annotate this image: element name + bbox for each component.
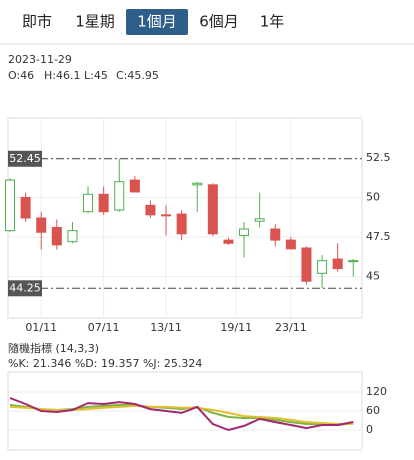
- candle-body: [317, 260, 328, 274]
- indicator-title: 隨機指標 (14,3,3): [8, 341, 99, 355]
- candle-body: [67, 230, 78, 243]
- y-tick-label: 47.5: [366, 230, 391, 243]
- tab-selected-bg: [126, 9, 188, 35]
- candle-body: [83, 193, 94, 213]
- ohlc: L:45: [84, 69, 108, 82]
- candle-body: [145, 204, 156, 216]
- candle-body: [223, 239, 234, 244]
- candle-body: [348, 260, 359, 263]
- date: 2023-11-29: [8, 53, 72, 66]
- level-label: 44.25: [9, 281, 41, 294]
- candle-body: [176, 213, 187, 235]
- candle-body: [51, 226, 62, 246]
- candle-body: [301, 247, 312, 282]
- indicator-line: [9, 404, 354, 426]
- x-tick-label: 13/11: [150, 321, 182, 334]
- x-tick-label: 07/11: [88, 321, 120, 334]
- candle-body: [207, 184, 218, 235]
- y-tick-label: 0: [366, 423, 373, 436]
- tab[interactable]: 即市: [22, 13, 52, 31]
- candle-body: [20, 196, 31, 219]
- candle-body: [114, 181, 125, 211]
- level-label-bg: [8, 150, 42, 167]
- candle-body: [5, 179, 16, 232]
- y-tick-label: 50: [366, 190, 380, 203]
- tab[interactable]: 1年: [260, 13, 285, 31]
- candle-body: [285, 239, 296, 250]
- candle-body: [270, 228, 281, 241]
- candle-body: [239, 228, 250, 236]
- candle-body: [129, 179, 140, 193]
- level-label-bg: [8, 280, 42, 297]
- ohlc: H:46.1: [44, 69, 80, 82]
- y-tick-label: 120: [366, 385, 387, 398]
- candle-body: [161, 214, 172, 217]
- tab[interactable]: 6個月: [199, 13, 239, 31]
- x-tick-label: 01/11: [25, 321, 57, 334]
- candle-body: [192, 182, 203, 186]
- candle-body: [254, 218, 265, 222]
- y-tick-label: 60: [366, 404, 380, 417]
- x-tick-label: 23/11: [275, 321, 307, 334]
- ohlc: C:45.95: [116, 69, 159, 82]
- y-tick-label: 45: [366, 269, 380, 282]
- indicator-values: %K: 21.346 %D: 19.357 %J: 25.324: [8, 357, 202, 370]
- candle-body: [98, 193, 109, 213]
- tab[interactable]: 1星期: [75, 13, 115, 31]
- candle-body: [332, 258, 343, 270]
- candle-body: [36, 217, 47, 233]
- x-tick-label: 19/11: [220, 321, 252, 334]
- tab[interactable]: 1個月: [137, 13, 177, 31]
- y-tick-label: 52.5: [366, 151, 391, 164]
- ohlc: O:46: [8, 69, 34, 82]
- indicator-line: [9, 397, 354, 432]
- level-label: 52.45: [9, 152, 41, 165]
